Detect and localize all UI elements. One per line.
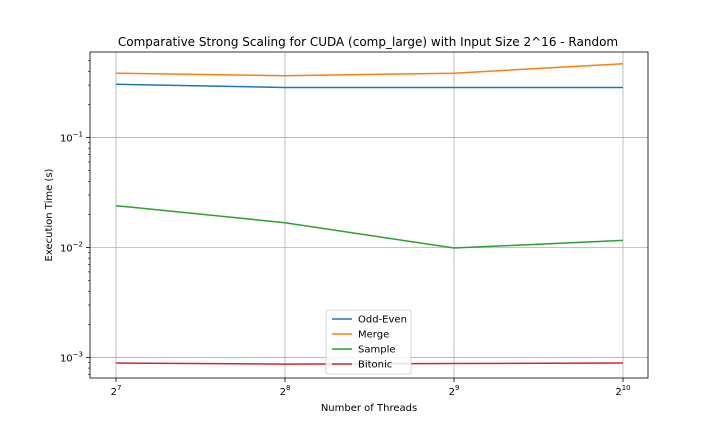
x-axis-ticks: 27 28 29 210 xyxy=(111,378,631,398)
y-axis-label: Execution Time (s) xyxy=(44,168,55,261)
x-axis-label: Number of Threads xyxy=(321,403,417,414)
legend-box xyxy=(325,309,412,375)
legend: Odd-Even Merge Sample Bitonic xyxy=(325,309,412,375)
y-tick-label: 10−3 xyxy=(60,350,83,364)
legend-label: Odd-Even xyxy=(358,315,407,326)
series-line-merge xyxy=(115,62,624,77)
grid-lines xyxy=(90,52,648,378)
x-tick-label: 29 xyxy=(449,384,460,398)
x-tick-label: 27 xyxy=(111,384,122,398)
x-tick-label: 28 xyxy=(280,384,291,398)
legend-label: Bitonic xyxy=(358,360,392,371)
x-tick-label: 210 xyxy=(615,384,630,398)
y-tick-label: 10−1 xyxy=(60,131,83,145)
y-axis-ticks: 10−3 10−2 10−1 xyxy=(60,60,90,375)
plot-frame xyxy=(89,51,649,379)
series-line-sample xyxy=(115,204,624,249)
legend-label: Merge xyxy=(358,330,389,341)
y-tick-label: 10−2 xyxy=(60,240,83,254)
legend-label: Sample xyxy=(358,345,396,356)
chart-title: Comparative Strong Scaling for CUDA (com… xyxy=(118,35,618,49)
series-line-odd-even xyxy=(115,83,623,89)
